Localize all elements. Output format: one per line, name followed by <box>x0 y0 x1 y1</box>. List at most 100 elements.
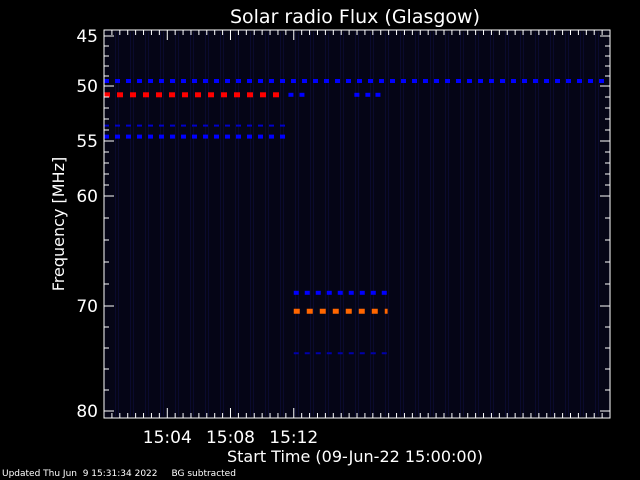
emission-band-segment <box>170 124 175 127</box>
emission-band-segment <box>379 79 384 83</box>
emission-band-segment <box>384 308 388 314</box>
y-tick-label: 55 <box>76 132 98 152</box>
emission-band-segment <box>234 92 240 98</box>
emission-band-segment <box>332 308 339 314</box>
emission-band-segment <box>236 134 241 139</box>
texture-stripe <box>163 32 164 416</box>
emission-band-segment <box>236 124 241 127</box>
emission-band-segment <box>115 79 120 83</box>
texture-stripe <box>478 32 479 416</box>
emission-band-segment <box>368 79 373 83</box>
emission-band-segment <box>225 124 230 127</box>
texture-stripe <box>145 32 146 416</box>
texture-stripe <box>283 32 284 416</box>
texture-stripe <box>565 32 566 416</box>
texture-stripe <box>460 32 461 416</box>
texture-stripe <box>130 32 131 416</box>
texture-stripe <box>298 32 299 416</box>
emission-band-segment <box>126 79 131 83</box>
x-tick-label: 15:08 <box>206 428 255 448</box>
texture-stripe <box>568 32 569 416</box>
emission-band-segment <box>522 79 527 83</box>
y-tick-label: 70 <box>76 297 98 317</box>
emission-band-segment <box>203 134 208 139</box>
texture-stripe <box>343 32 344 416</box>
texture-stripe <box>175 32 176 416</box>
texture-stripe <box>595 32 596 416</box>
texture-stripe <box>508 32 509 416</box>
emission-band-segment <box>335 79 340 83</box>
emission-band-segment <box>269 134 274 139</box>
texture-stripe <box>493 32 494 416</box>
texture-stripe <box>400 32 401 416</box>
texture-stripe <box>535 32 536 416</box>
emission-band-segment <box>599 79 604 83</box>
emission-band-segment <box>423 79 428 83</box>
emission-band-segment <box>159 124 164 127</box>
emission-band-segment <box>192 134 197 139</box>
emission-band-segment <box>371 308 378 314</box>
emission-band-segment <box>137 124 142 127</box>
emission-band-segment <box>225 134 230 139</box>
emission-band-segment <box>381 290 387 295</box>
texture-stripe <box>313 32 314 416</box>
emission-band-segment <box>169 92 175 98</box>
emission-band-segment <box>258 124 263 127</box>
texture-stripe <box>415 32 416 416</box>
emission-band-segment <box>195 92 201 98</box>
texture-stripe <box>205 32 206 416</box>
texture-stripe <box>418 32 419 416</box>
texture-stripe <box>340 32 341 416</box>
texture-stripe <box>253 32 254 416</box>
y-tick-label: 50 <box>76 77 98 97</box>
texture-stripe <box>433 32 434 416</box>
emission-band-segment <box>588 79 593 83</box>
emission-band-segment <box>170 79 175 83</box>
emission-band-segment <box>280 79 285 83</box>
emission-band-segment <box>143 92 149 98</box>
texture-stripe <box>430 32 431 416</box>
emission-band-segment <box>306 308 313 314</box>
emission-band-segment <box>346 79 351 83</box>
chart-title: Solar radio Flux (Glasgow) <box>230 6 480 28</box>
emission-band-segment <box>126 124 131 127</box>
texture-stripe <box>385 32 386 416</box>
emission-band <box>104 134 109 139</box>
emission-band-segment <box>357 79 362 83</box>
emission-band-segment <box>208 92 214 98</box>
emission-band <box>293 352 299 355</box>
emission-band-segment <box>358 308 365 314</box>
texture-stripe <box>475 32 476 416</box>
emission-band-segment <box>203 124 208 127</box>
emission-band-segment <box>115 134 120 139</box>
emission-band-segment <box>269 124 274 127</box>
emission-band-segment <box>401 79 406 83</box>
texture-stripe <box>325 32 326 416</box>
x-axis-label: Start Time (09-Jun-22 15:00:00) <box>227 447 483 466</box>
emission-band-segment <box>221 92 227 98</box>
emission-band-segment <box>365 92 371 97</box>
emission-band-segment <box>280 134 285 139</box>
emission-band-segment <box>324 79 329 83</box>
emission-band-segment <box>182 92 188 98</box>
emission-band-segment <box>258 79 263 83</box>
texture-stripe <box>193 32 194 416</box>
emission-band-segment <box>148 79 153 83</box>
emission-band-segment <box>148 134 153 139</box>
emission-band-segment <box>337 352 343 355</box>
texture-stripe <box>403 32 404 416</box>
emission-band-segment <box>126 134 131 139</box>
y-axis-label: Frequency [MHz] <box>49 157 68 291</box>
y-tick-label: 45 <box>76 27 98 47</box>
texture-stripe <box>463 32 464 416</box>
texture-stripe <box>310 32 311 416</box>
emission-band <box>104 79 109 83</box>
emission-band-segment <box>137 134 142 139</box>
emission-band-segment <box>412 79 417 83</box>
texture-stripe <box>178 32 179 416</box>
texture-stripe <box>235 32 236 416</box>
y-tick-label: 60 <box>76 187 98 207</box>
texture-stripe <box>448 32 449 416</box>
emission-band-segment <box>214 134 219 139</box>
emission-band-segment <box>258 134 263 139</box>
